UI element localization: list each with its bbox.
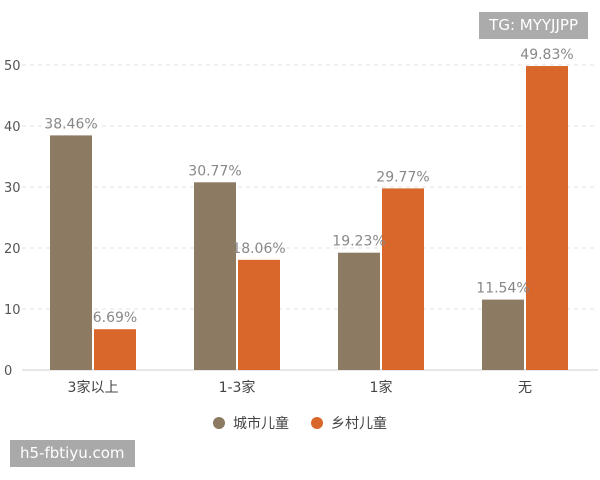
legend-item-rural[interactable]: 乡村儿童 <box>311 413 387 433</box>
y-tick-label: 30 <box>4 181 21 196</box>
watermark-bottom-left: h5-fbtiyu.com <box>10 440 135 467</box>
bar-rural[interactable] <box>238 259 280 370</box>
bar-city[interactable] <box>482 299 524 370</box>
bar-rural[interactable] <box>382 188 424 370</box>
data-label: 29.77% <box>376 169 429 185</box>
legend-swatch-city <box>213 417 225 429</box>
y-tick-label: 0 <box>4 364 12 379</box>
watermark-top-right: TG: MYYJJPP <box>479 12 588 39</box>
bar-rural[interactable] <box>94 329 136 370</box>
x-axis-ticks: 3家以上 1-3家 1家 无 <box>68 379 532 396</box>
data-labels: 38.46% 6.69% 30.77% 18.06% 19.23% 29.77% 11.54… <box>44 47 573 326</box>
y-tick-label: 10 <box>4 303 21 318</box>
data-label: 30.77% <box>188 163 241 179</box>
y-tick-label: 20 <box>4 242 21 257</box>
x-tick-label: 3家以上 <box>68 379 119 396</box>
y-tick-label: 40 <box>4 120 21 135</box>
data-label: 11.54% <box>476 281 529 297</box>
bars <box>50 66 568 371</box>
data-label: 38.46% <box>44 116 97 132</box>
x-tick-label: 1-3家 <box>219 379 256 396</box>
y-tick-label: 50 <box>4 59 21 74</box>
data-label: 18.06% <box>232 241 285 257</box>
x-tick-label: 无 <box>518 380 532 396</box>
legend-label-rural: 乡村儿童 <box>331 416 387 432</box>
bar-rural[interactable] <box>526 66 568 371</box>
bar-city[interactable] <box>50 135 92 370</box>
legend: 城市儿童 乡村儿童 <box>0 413 600 433</box>
legend-label-city: 城市儿童 <box>233 416 289 432</box>
data-label: 19.23% <box>332 234 385 250</box>
bar-city[interactable] <box>338 252 380 370</box>
data-label: 6.69% <box>93 310 137 326</box>
data-label: 49.83% <box>520 47 573 63</box>
x-tick-label: 1家 <box>370 379 393 396</box>
bar-city[interactable] <box>194 182 236 370</box>
y-axis-ticks: 0 10 20 30 40 50 <box>4 59 21 379</box>
legend-item-city[interactable]: 城市儿童 <box>213 413 289 433</box>
legend-swatch-rural <box>311 417 323 429</box>
